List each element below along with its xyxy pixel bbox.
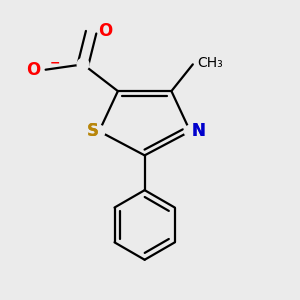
Text: S: S <box>86 122 98 140</box>
Text: O: O <box>98 22 112 40</box>
Circle shape <box>93 125 105 137</box>
Text: S: S <box>86 122 98 140</box>
Text: N: N <box>191 122 205 140</box>
Text: CH₃: CH₃ <box>197 56 223 70</box>
Circle shape <box>77 58 89 70</box>
Text: N: N <box>191 122 205 140</box>
Text: −: − <box>50 56 60 70</box>
Text: O: O <box>26 61 40 79</box>
Circle shape <box>184 125 196 137</box>
